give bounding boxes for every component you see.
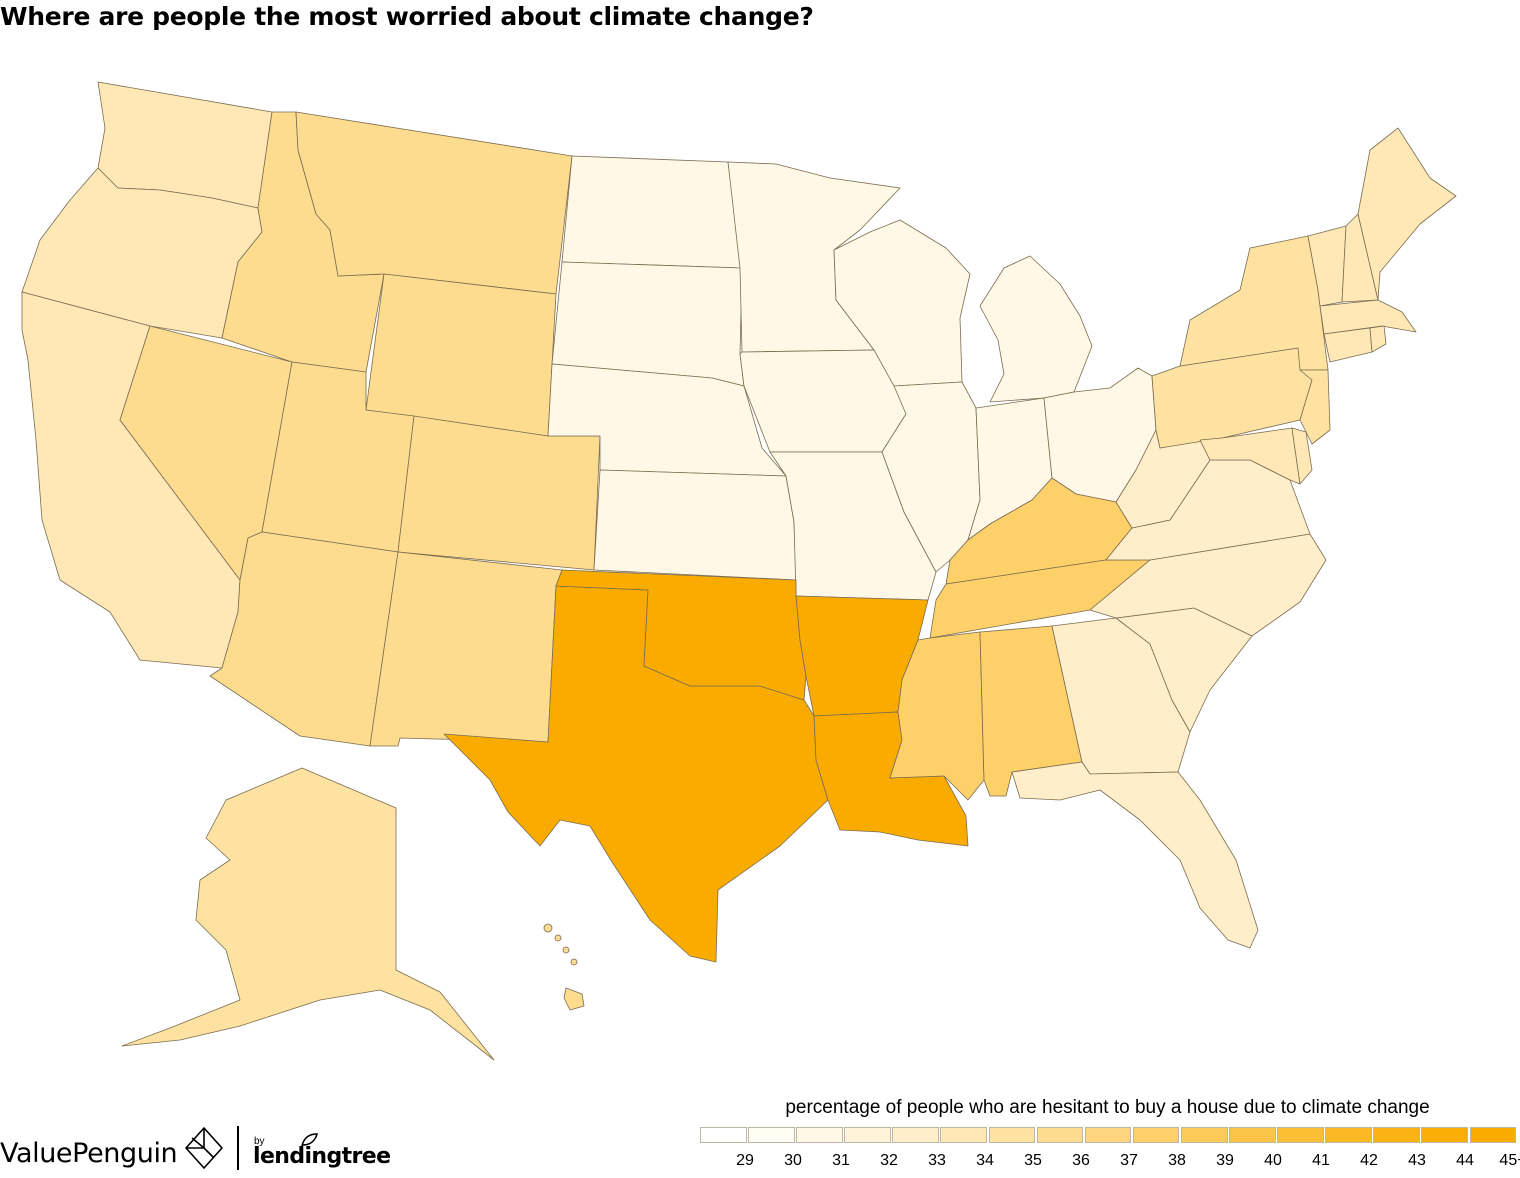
legend-tick-label: 45+ (1499, 1152, 1520, 1169)
state-ia (739, 349, 907, 453)
legend-swatch (796, 1127, 843, 1143)
state-vt (1307, 225, 1347, 307)
legend-color-scale (700, 1127, 1517, 1143)
state-nj (1299, 369, 1331, 445)
legend-tick-label: 40 (1264, 1152, 1282, 1169)
legend-swatch (1084, 1127, 1132, 1143)
by-label: by (254, 1136, 265, 1147)
legend-tick-label: 30 (784, 1152, 802, 1169)
state-co (397, 415, 601, 571)
state-de (1291, 427, 1313, 485)
legend-swatch (940, 1127, 988, 1143)
legend-swatch (1132, 1127, 1180, 1143)
state-hi-island (543, 923, 553, 933)
legend-swatch (748, 1127, 795, 1143)
state-nd (561, 155, 743, 269)
legend-swatch (844, 1127, 891, 1143)
legend-tick-label: 37 (1120, 1152, 1138, 1169)
chart-title: Where are people the most worried about … (0, 2, 814, 31)
legend-tick-label: 41 (1312, 1152, 1330, 1169)
legend-tick-label: 44 (1456, 1152, 1474, 1169)
state-ak (121, 767, 495, 1061)
state-ri (1369, 325, 1387, 353)
brand-separator (237, 1126, 239, 1170)
state-wi (833, 219, 971, 387)
legend-tick-label: 38 (1168, 1152, 1186, 1169)
legend-tick-label: 31 (832, 1152, 850, 1169)
state-ks (593, 469, 797, 581)
legend-tick-label: 33 (928, 1152, 946, 1169)
legend-title: percentage of people who are hesitant to… (785, 1097, 1430, 1118)
legend-swatch (1277, 1127, 1324, 1143)
legend-swatch (1469, 1127, 1517, 1143)
legend-tick-label: 39 (1216, 1152, 1234, 1169)
state-nm (369, 551, 563, 747)
state-mi (979, 255, 1093, 403)
state-ct (1323, 327, 1373, 363)
legend-tick-label: 43 (1408, 1152, 1426, 1169)
state-ny (1179, 235, 1329, 371)
valuepenguin-logo-icon (185, 1127, 223, 1169)
legend-swatch (892, 1127, 939, 1143)
state-wy (365, 273, 557, 437)
legend-swatch (1421, 1127, 1468, 1143)
legend-tick-label: 42 (1360, 1152, 1378, 1169)
us-choropleth-map (21, 81, 1457, 1061)
legend-swatch (1180, 1127, 1228, 1143)
legend-swatch (1325, 1127, 1372, 1143)
partner-brand: lendingtree (253, 1144, 391, 1169)
state-hi-island (554, 934, 562, 942)
legend-swatch (1373, 1127, 1420, 1143)
legend-swatch (700, 1127, 747, 1143)
state-fl (1011, 761, 1259, 949)
legend-tick-label: 35 (1024, 1152, 1042, 1169)
state-hi-island (562, 946, 570, 954)
state-me (1357, 127, 1457, 301)
brand-name: ValuePenguin (0, 1138, 178, 1169)
legend-tick-label: 29 (736, 1152, 754, 1169)
legend-swatch (1036, 1127, 1084, 1143)
legend-tick-label: 36 (1072, 1152, 1090, 1169)
state-hi (563, 987, 585, 1011)
legend-swatch (1229, 1127, 1276, 1143)
legend-tick-label: 32 (880, 1152, 898, 1169)
legend-swatch (988, 1127, 1036, 1143)
state-ok (555, 569, 807, 701)
leaf-icon (301, 1133, 318, 1147)
state-hi-island (570, 958, 578, 966)
state-mt (295, 111, 573, 295)
legend-tick-label: 34 (976, 1152, 994, 1169)
